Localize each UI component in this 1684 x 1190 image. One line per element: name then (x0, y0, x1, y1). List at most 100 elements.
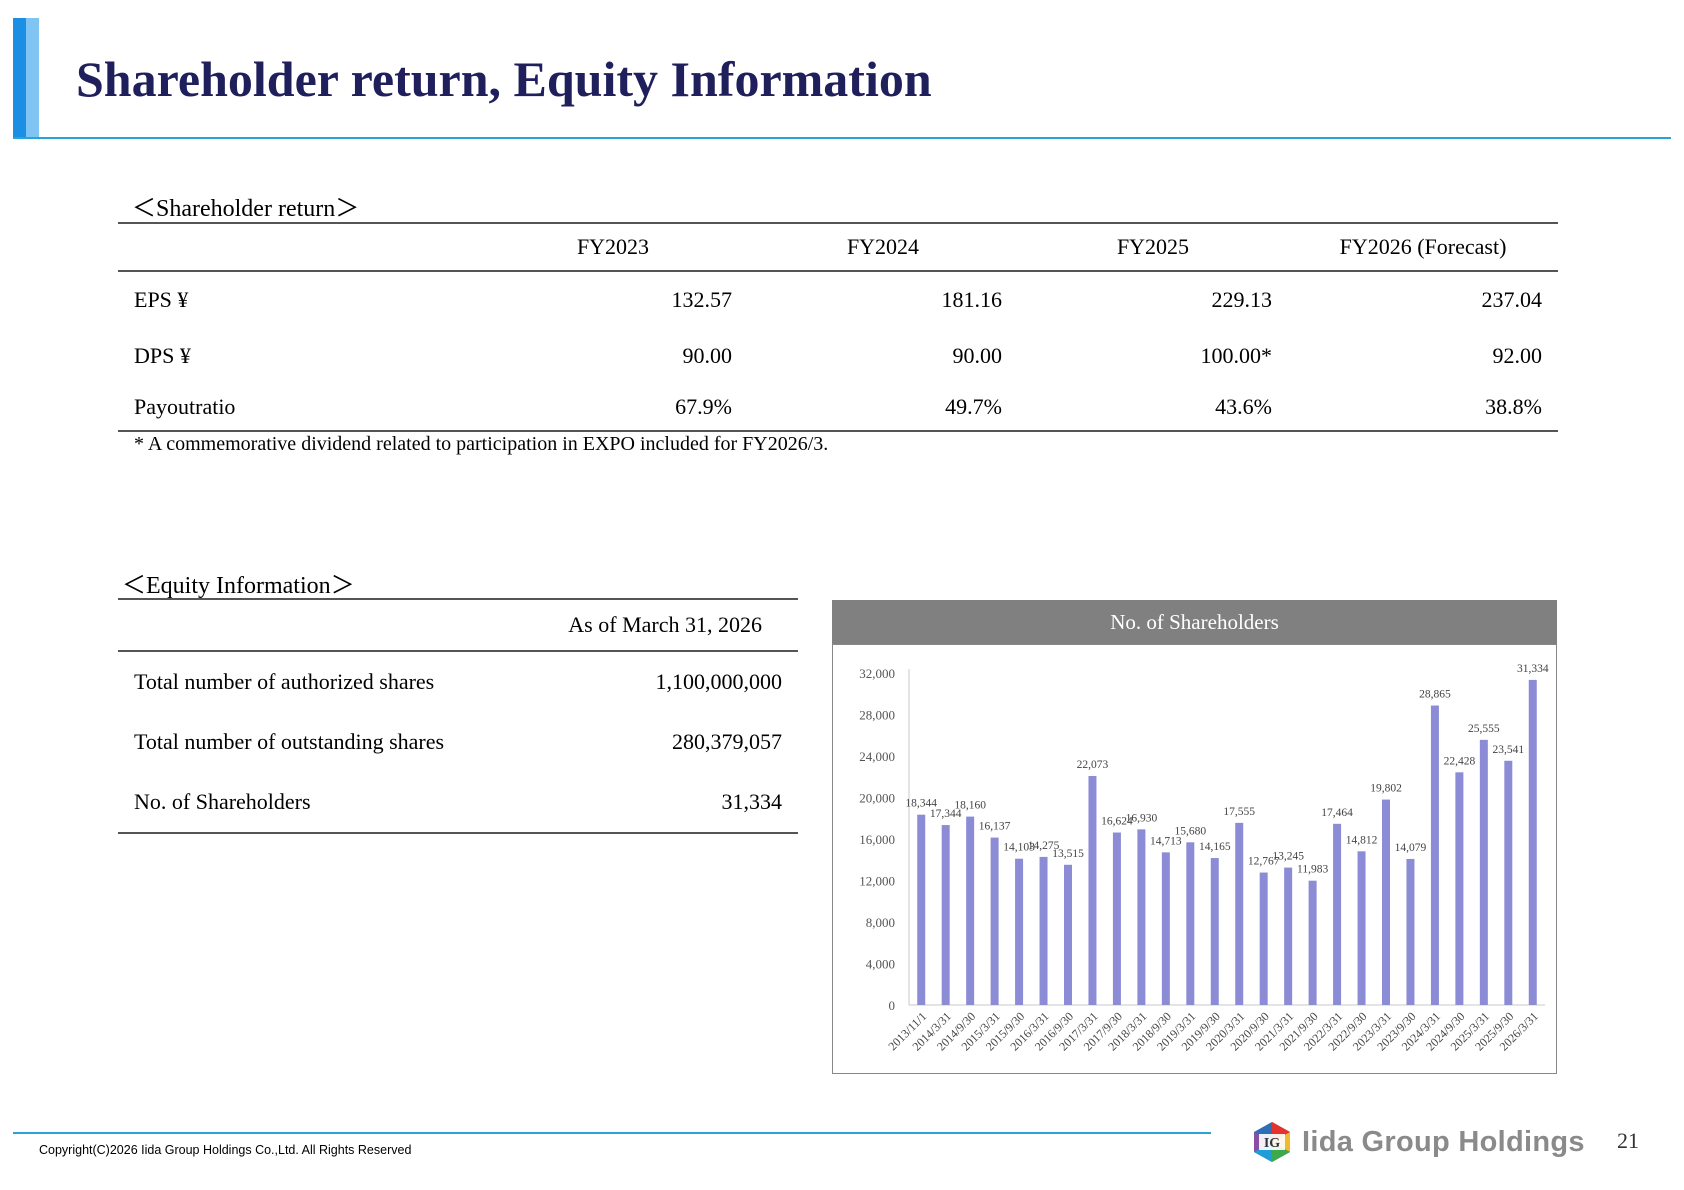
shareholder-return-table: FY2023 FY2024 FY2025 FY2026 (Forecast) E… (118, 222, 1558, 432)
table-cell: 237.04 (1481, 287, 1543, 312)
column-header: FY2026 (Forecast) (1288, 222, 1558, 272)
data-label: 31,334 (1517, 663, 1549, 675)
table-row: DPS ¥ 90.00 90.00 100.00* 92.00 (118, 328, 1558, 384)
chart-bar (966, 816, 975, 1005)
chart-bar (1210, 858, 1219, 1005)
chart-bar (1455, 772, 1464, 1005)
shareholders-chart: 0 4,000 8,000 12,000 16,000 20,000 24,000 28,00… (832, 644, 1557, 1074)
table-cell: 31,334 (538, 772, 798, 834)
data-label: 16,624 (1101, 816, 1133, 828)
chart-bar (1479, 739, 1488, 1005)
table-cell: 229.13 (1211, 287, 1273, 312)
chart-bar (1137, 829, 1146, 1005)
table-cell: 90.00 (682, 343, 733, 368)
table-header-row: FY2023 FY2024 FY2025 FY2026 (Forecast) (118, 222, 1558, 272)
table-cell: 280,379,057 (672, 729, 782, 754)
data-label: 14,165 (1199, 841, 1231, 853)
chart-bar (1112, 832, 1121, 1005)
y-tick-label: 12,000 (859, 874, 895, 889)
data-label: 17,464 (1321, 807, 1353, 819)
chart-bar (941, 825, 950, 1005)
chart-bar (1284, 867, 1293, 1005)
y-tick-label: 0 (889, 998, 896, 1013)
y-tick-label: 20,000 (859, 791, 895, 806)
data-label: 22,073 (1077, 759, 1109, 771)
data-label: 12,767 (1248, 856, 1280, 868)
table-row: EPS ¥ 132.57 181.16 229.13 237.04 (118, 271, 1558, 328)
chart-bar (1235, 822, 1244, 1005)
logo-mark-icon: IG (1254, 1122, 1290, 1162)
data-label: 14,713 (1150, 835, 1182, 847)
row-label: No. of Shareholders (118, 772, 538, 834)
chart-bar (1308, 880, 1317, 1005)
table-cell: 49.7% (748, 384, 1018, 432)
data-label: 13,515 (1052, 848, 1084, 860)
row-label: Payoutratio (118, 384, 478, 432)
chart-bar (1430, 705, 1439, 1005)
table-cell: 100.00* (1200, 343, 1273, 368)
data-label: 13,245 (1272, 851, 1304, 863)
equity-information-table: As of March 31, 2026 Total number of aut… (118, 598, 798, 834)
data-label: 17,344 (930, 808, 962, 820)
chart-bar (1333, 823, 1342, 1005)
data-label: 11,983 (1297, 864, 1328, 876)
equity-information-heading: ＜Equity Information＞ (122, 573, 355, 599)
company-logo: IG Iida Group Holdings (1250, 1118, 1585, 1166)
chart-bar (1039, 856, 1048, 1005)
data-label: 22,428 (1444, 755, 1476, 767)
page-title: Shareholder return, Equity Information (76, 51, 932, 107)
bar-chart-svg: 0 4,000 8,000 12,000 16,000 20,000 24,000 28,00… (859, 663, 1549, 1054)
table-row: Payoutratio 67.9% 49.7% 43.6% 38.8% (118, 384, 1558, 432)
logo-text: Iida Group Holdings (1302, 1125, 1585, 1158)
column-header: FY2023 (478, 222, 748, 272)
column-header (118, 222, 478, 272)
data-label: 16,930 (1126, 812, 1158, 824)
table-row: No. of Shareholders 31,334 (118, 772, 798, 834)
data-label: 14,103 (1003, 842, 1035, 854)
chart-bar (1064, 864, 1072, 1005)
table-cell: 67.9% (478, 384, 748, 432)
chart-bar (1357, 851, 1366, 1005)
y-tick-label: 4,000 (866, 957, 895, 972)
chart-bar (917, 814, 926, 1005)
table-cell: 92.00 (1492, 343, 1543, 368)
data-label: 15,680 (1174, 825, 1206, 837)
row-label: Total number of outstanding shares (134, 729, 445, 754)
table-cell: 38.8% (1288, 384, 1558, 432)
column-header: As of March 31, 2026 (118, 598, 798, 652)
header-accent-bar (13, 18, 26, 138)
data-label: 14,079 (1395, 842, 1427, 854)
table-cell: 90.00 (952, 343, 1003, 368)
data-label: 19,802 (1370, 783, 1402, 795)
data-label: 28,865 (1419, 689, 1451, 701)
data-label: 25,555 (1468, 723, 1500, 735)
chart-bar (990, 837, 999, 1005)
data-label: 14,275 (1028, 840, 1060, 852)
y-tick-label: 32,000 (859, 666, 895, 681)
shareholder-return-heading: ＜Shareholder return＞ (132, 196, 360, 222)
header-accent-bar-light (26, 18, 39, 138)
chart-bar (1015, 858, 1024, 1005)
column-header: FY2024 (748, 222, 1018, 272)
data-label: 23,541 (1492, 744, 1524, 756)
y-tick-label: 16,000 (859, 832, 895, 847)
row-label: EPS ¥ (134, 287, 189, 312)
table-cell: 181.16 (941, 287, 1003, 312)
data-label: 16,137 (979, 821, 1011, 833)
table-cell: 43.6% (1018, 384, 1288, 432)
chart-bar (1382, 799, 1390, 1005)
y-tick-label: 8,000 (866, 915, 895, 930)
chart-bar (1528, 679, 1537, 1005)
data-label: 18,160 (954, 800, 986, 812)
page-number: 21 (1617, 1128, 1639, 1153)
table-row: Total number of outstanding shares 280,3… (118, 712, 798, 772)
table-cell: 1,100,000,000 (655, 669, 783, 694)
copyright-text: Copyright(C)2026 Iida Group Holdings Co.… (39, 1143, 412, 1157)
footer-divider (13, 1132, 1211, 1134)
data-label: 17,555 (1223, 806, 1255, 818)
chart-title: No. of Shareholders (832, 600, 1557, 644)
y-tick-label: 28,000 (859, 708, 895, 723)
header-divider (13, 137, 1671, 139)
chart-bar (1088, 775, 1097, 1005)
column-header: FY2025 (1018, 222, 1288, 272)
